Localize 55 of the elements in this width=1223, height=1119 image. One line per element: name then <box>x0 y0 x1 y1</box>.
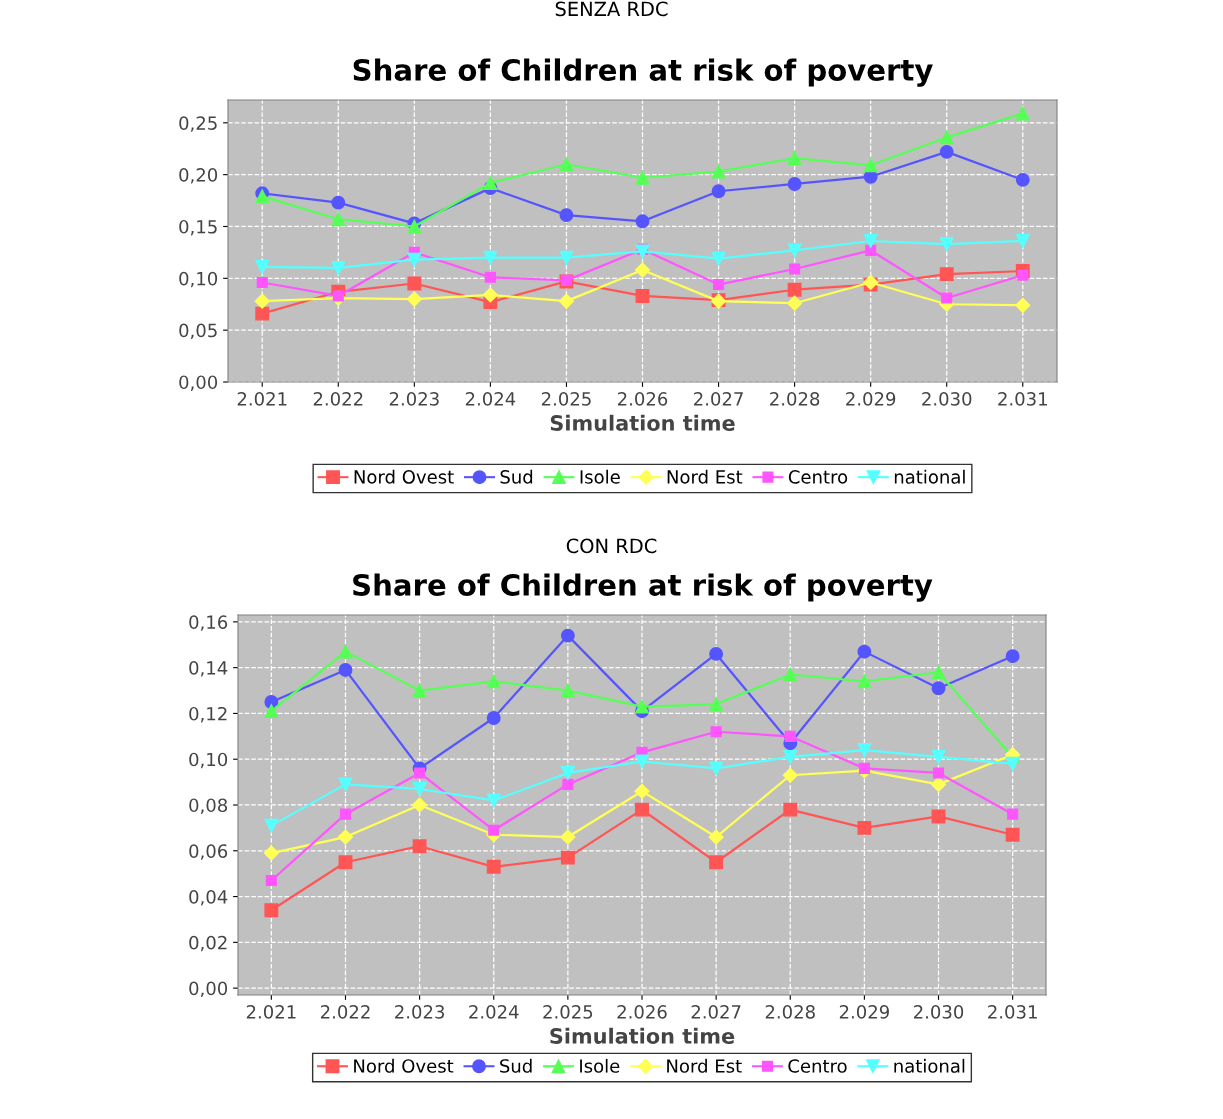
legend-label: Centro <box>788 470 848 484</box>
x-tick-label: 2.021 <box>246 1005 296 1019</box>
x-tick-label: 2.021 <box>237 392 287 406</box>
legend-label: Nord Ovest <box>354 469 454 484</box>
x-tick-label: 2.029 <box>839 1005 889 1019</box>
y-tick-label: 0,25 <box>179 116 217 132</box>
x-tick-label: 2.022 <box>313 392 363 406</box>
y-tick-label: 0,15 <box>179 219 217 236</box>
legend-label: Nord Est <box>667 1058 742 1073</box>
x-tick-label: 2.029 <box>846 392 896 406</box>
legend-label: national <box>894 1058 965 1073</box>
y-tick-label: 0,20 <box>179 168 218 184</box>
legend-label: Sud <box>500 469 533 484</box>
legend-label: Sud <box>500 1058 532 1073</box>
legend-label: national <box>894 469 965 484</box>
x-tick-label: 2.025 <box>541 392 591 406</box>
chart-subtitle: CON RDC <box>566 538 657 554</box>
x-tick-label: 2.025 <box>543 1005 593 1019</box>
x-tick-label: 2.026 <box>617 1005 667 1019</box>
x-tick-label: 2.030 <box>922 392 972 406</box>
x-tick-label: 2.027 <box>691 1005 741 1019</box>
y-tick-label: 0,00 <box>189 981 228 998</box>
x-tick-label: 2.024 <box>469 1005 519 1019</box>
x-tick-label: 2.030 <box>913 1005 964 1019</box>
y-tick-label: 0,10 <box>189 752 228 769</box>
y-tick-label: 0,05 <box>179 323 217 340</box>
x-tick-label: 2.031 <box>998 392 1047 406</box>
y-tick-label: 0,14 <box>189 661 228 677</box>
x-tick-label: 2.022 <box>320 1005 370 1019</box>
x-tick-label: 2.023 <box>389 392 439 406</box>
chart-subtitle: SENZA RDC <box>555 1 668 17</box>
chart-title: Share of Children at risk of poverty <box>353 58 933 87</box>
x-tick-label: 2.026 <box>617 392 668 406</box>
y-tick-label: 0,12 <box>189 706 227 723</box>
legend-label: Nord Ovest <box>354 1058 454 1073</box>
legend-label: Centro <box>788 1059 847 1073</box>
y-tick-label: 0,06 <box>189 844 228 860</box>
y-tick-label: 0,02 <box>189 935 227 952</box>
x-tick-label: 2.028 <box>770 392 820 406</box>
y-tick-label: 0,16 <box>189 615 228 631</box>
legend-label: Nord Est <box>667 469 743 484</box>
x-tick-label: 2.027 <box>694 392 743 406</box>
y-tick-label: 0,08 <box>189 798 228 814</box>
x-tick-label: 2.023 <box>395 1005 445 1019</box>
legend-label: Isole <box>580 469 620 484</box>
x-tick-label: 2.031 <box>988 1005 1037 1019</box>
chart-title: Share of Children at risk of poverty <box>353 573 933 602</box>
y-tick-label: 0,04 <box>189 890 228 906</box>
x-tick-label: 2.024 <box>465 392 516 406</box>
legend-label: Isole <box>580 1058 620 1073</box>
x-axis-title: Simulation time <box>550 1027 735 1044</box>
y-tick-label: 0,00 <box>179 375 218 391</box>
x-tick-label: 2.028 <box>765 1005 815 1019</box>
x-axis-title: Simulation time <box>550 414 735 431</box>
y-tick-label: 0,10 <box>179 271 218 288</box>
